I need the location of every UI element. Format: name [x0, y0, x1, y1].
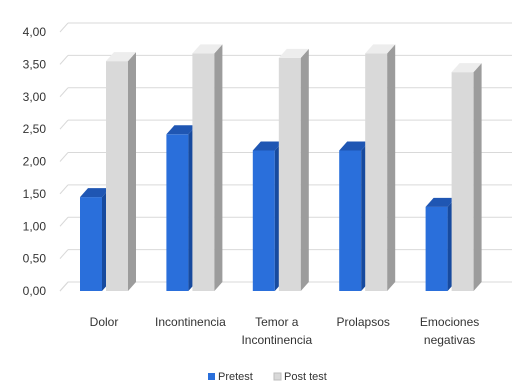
- gridline-depth: [59, 119, 69, 130]
- x-category-label: Dolor: [90, 315, 119, 329]
- bar-top-face: [278, 48, 309, 58]
- bar-side-face: [214, 44, 223, 292]
- y-tick-label: 1,50: [23, 187, 47, 201]
- bar-top-face: [425, 197, 456, 207]
- x-category-label: Incontinencia: [241, 333, 312, 347]
- y-tick-label: 2,00: [23, 155, 47, 169]
- bar-top-face: [166, 125, 197, 135]
- gridline-depth: [59, 249, 69, 259]
- y-tick-label: 4,00: [23, 25, 47, 39]
- bar-top-face: [339, 141, 370, 151]
- bar-pretest: [339, 150, 362, 291]
- x-category-label: negativas: [424, 333, 475, 347]
- gridline-depth: [59, 281, 69, 292]
- y-tick-label: 2,50: [23, 122, 47, 136]
- gridline-depth: [59, 184, 69, 195]
- bar-posttest: [451, 72, 474, 292]
- bar-pretest: [166, 134, 189, 291]
- x-category-label: Prolapsos: [337, 315, 390, 329]
- y-tick-label: 3,00: [23, 90, 47, 104]
- x-category-label: Emociones: [420, 315, 479, 329]
- legend-label: Post test: [284, 371, 327, 383]
- x-category-label: Temor a: [255, 315, 299, 329]
- bar-pretest: [252, 150, 275, 291]
- legend-label: Pretest: [218, 371, 253, 383]
- bar-top-face: [106, 52, 136, 62]
- gridline-depth: [59, 216, 69, 227]
- gridline-depth: [59, 22, 69, 33]
- gridline-depth: [59, 87, 69, 98]
- bar-side-face: [473, 63, 482, 291]
- bar-posttest: [278, 57, 301, 292]
- bar-side-face: [128, 52, 136, 292]
- y-tick-label: 0,00: [23, 284, 47, 298]
- bar-side-face: [300, 48, 309, 292]
- bar-top-face: [192, 44, 223, 54]
- bar-top-face: [252, 141, 283, 151]
- y-tick-label: 1,00: [23, 219, 47, 233]
- bar-posttest: [106, 61, 128, 292]
- bar-side-face: [387, 44, 396, 292]
- y-tick-label: 3,50: [23, 57, 47, 71]
- bar-top-face: [80, 188, 110, 198]
- bar-posttest: [192, 53, 215, 292]
- bar-pretest: [80, 197, 102, 291]
- bar-pretest: [425, 206, 448, 291]
- gridline-depth: [59, 55, 69, 65]
- legend-swatch: [273, 372, 282, 381]
- bar-posttest: [365, 53, 388, 292]
- bar-top-face: [365, 44, 396, 54]
- gridline-depth: [59, 152, 69, 162]
- bar-top-face: [451, 63, 482, 73]
- y-tick-label: 0,50: [23, 252, 47, 266]
- legend-swatch: [208, 373, 215, 380]
- x-category-label: Incontinencia: [155, 315, 226, 329]
